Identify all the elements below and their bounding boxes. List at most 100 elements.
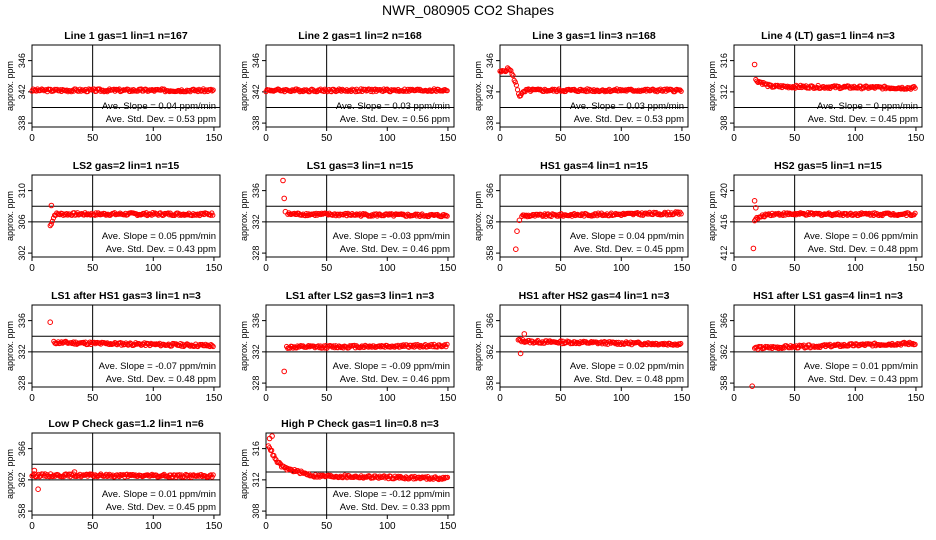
y-tick-label: 302 [17, 246, 27, 261]
y-tick-label: 420 [719, 183, 729, 198]
outlier-point [514, 228, 520, 234]
chart-panel: Low P Check gas=1.2 lin=1 n=6 0 50 100 150 35… [5, 418, 223, 532]
data-point [912, 210, 918, 216]
ave-std-dev-annotation: Ave. Std. Dev. = 0.48 ppm [574, 374, 684, 385]
ave-std-dev-annotation: Ave. Std. Dev. = 0.45 ppm [106, 502, 216, 513]
outlier-point [31, 467, 38, 474]
panel-title: Line 1 gas=1 lin=1 n=167 [64, 30, 188, 42]
data-point [677, 341, 683, 347]
x-tick-label: 0 [29, 393, 35, 404]
data-point [538, 340, 544, 346]
data-point [49, 218, 56, 224]
chart-panel: LS2 gas=2 lin=1 n=15 0 50 100 150 302 306 310ap… [5, 160, 223, 274]
x-tick-label: 150 [908, 263, 925, 274]
outlier-point [749, 383, 756, 390]
ave-slope-annotation: Ave. Slope = -0.03 ppm/min [333, 231, 450, 242]
plot-frame [31, 174, 221, 258]
data-point [600, 212, 606, 219]
data-point [318, 211, 324, 218]
chart-panel: HS2 gas=5 lin=1 n=15 0 50 100 150 412 416 420ap… [707, 160, 925, 274]
data-point [443, 344, 449, 350]
panel-title: Low P Check gas=1.2 lin=1 n=6 [48, 418, 203, 430]
outlier-point [47, 319, 54, 326]
outlier-point [751, 61, 758, 68]
ave-std-dev-annotation: Ave. Std. Dev. = 0.53 ppm [106, 114, 216, 125]
x-tick-label: 50 [321, 133, 333, 144]
chart-panel: High P Check gas=1 lin=0.8 n=3 0 50 100 150 3… [239, 418, 457, 532]
y-tick-label: 362 [17, 472, 27, 487]
x-tick-label: 100 [145, 393, 162, 404]
x-tick-label: 0 [263, 521, 269, 532]
panel-title: Line 4 (LT) gas=1 lin=4 n=3 [761, 30, 895, 42]
plot-frame [499, 174, 689, 258]
x-tick-label: 100 [613, 263, 630, 274]
ave-std-dev-annotation: Ave. Std. Dev. = 0.48 ppm [808, 244, 918, 255]
data-point [195, 472, 201, 478]
y-tick-label: 342 [17, 84, 27, 99]
data-point [57, 340, 64, 346]
plot-frame [499, 44, 689, 128]
panel-title: HS1 after HS2 gas=4 lin=1 n=3 [519, 290, 670, 302]
outlier-point [269, 433, 275, 439]
x-tick-label: 0 [731, 263, 737, 274]
x-tick-label: 0 [29, 133, 35, 144]
data-series [749, 339, 918, 390]
ave-slope-annotation: Ave. Slope = 0.05 ppm/min [102, 231, 216, 242]
data-point [48, 221, 54, 227]
outlier-point [753, 205, 759, 211]
data-point [102, 473, 108, 479]
data-point [318, 472, 324, 478]
x-tick-label: 50 [789, 263, 801, 274]
y-tick-label: 308 [251, 504, 261, 519]
y-axis-label: approx. ppm [5, 61, 15, 111]
data-series [750, 198, 918, 252]
y-axis-label: approx. ppm [473, 61, 483, 111]
y-tick-label: 412 [719, 246, 729, 261]
data-point [386, 211, 392, 217]
y-tick-label: 312 [719, 84, 729, 99]
y-tick-label: 346 [485, 53, 495, 68]
chart-panel: Line 1 gas=1 lin=1 n=167 0 50 100 150 338 342 3… [5, 30, 223, 144]
x-tick-label: 100 [145, 133, 162, 144]
x-tick-label: 50 [87, 263, 99, 274]
data-point [407, 86, 413, 92]
y-tick-label: 328 [251, 246, 261, 261]
panel-title: Line 2 gas=1 lin=2 n=168 [298, 30, 422, 42]
ave-std-dev-annotation: Ave. Std. Dev. = 0.43 ppm [808, 374, 918, 385]
y-axis-label: approx. ppm [5, 191, 15, 241]
x-tick-label: 0 [29, 521, 35, 532]
data-point [186, 87, 192, 94]
y-tick-label: 362 [485, 214, 495, 229]
data-point [876, 212, 882, 218]
x-tick-label: 150 [908, 133, 925, 144]
y-tick-label: 346 [251, 53, 261, 68]
page-title: NWR_080905 CO2 Shapes [382, 2, 554, 18]
x-tick-label: 0 [731, 133, 737, 144]
data-point [514, 87, 521, 93]
x-tick-label: 100 [379, 263, 396, 274]
data-point [137, 341, 143, 347]
x-tick-label: 100 [847, 393, 864, 404]
outlier-point [281, 195, 288, 202]
x-tick-label: 100 [847, 133, 864, 144]
ave-slope-annotation: Ave. Slope = 0.04 ppm/min [102, 101, 216, 112]
x-tick-label: 150 [440, 263, 457, 274]
x-tick-label: 150 [440, 521, 457, 532]
x-tick-label: 150 [674, 133, 691, 144]
panel-title: LS1 after LS2 gas=3 lin=1 n=3 [286, 290, 435, 302]
y-tick-label: 342 [485, 84, 495, 99]
data-point [67, 88, 73, 94]
y-tick-label: 366 [719, 313, 729, 328]
chart-panel: Line 2 gas=1 lin=2 n=168 0 50 100 150 338 342 3… [239, 30, 457, 144]
panel-title: HS1 after LS1 gas=4 lin=1 n=3 [753, 290, 903, 302]
plot-frame [31, 304, 221, 388]
y-tick-label: 336 [251, 183, 261, 198]
data-point [210, 343, 216, 350]
data-point [332, 87, 338, 94]
x-tick-label: 50 [555, 133, 567, 144]
x-tick-label: 100 [613, 133, 630, 144]
y-tick-label: 366 [485, 183, 495, 198]
data-point [678, 340, 684, 347]
outlier-point [517, 350, 524, 357]
plot-frame [733, 44, 923, 128]
